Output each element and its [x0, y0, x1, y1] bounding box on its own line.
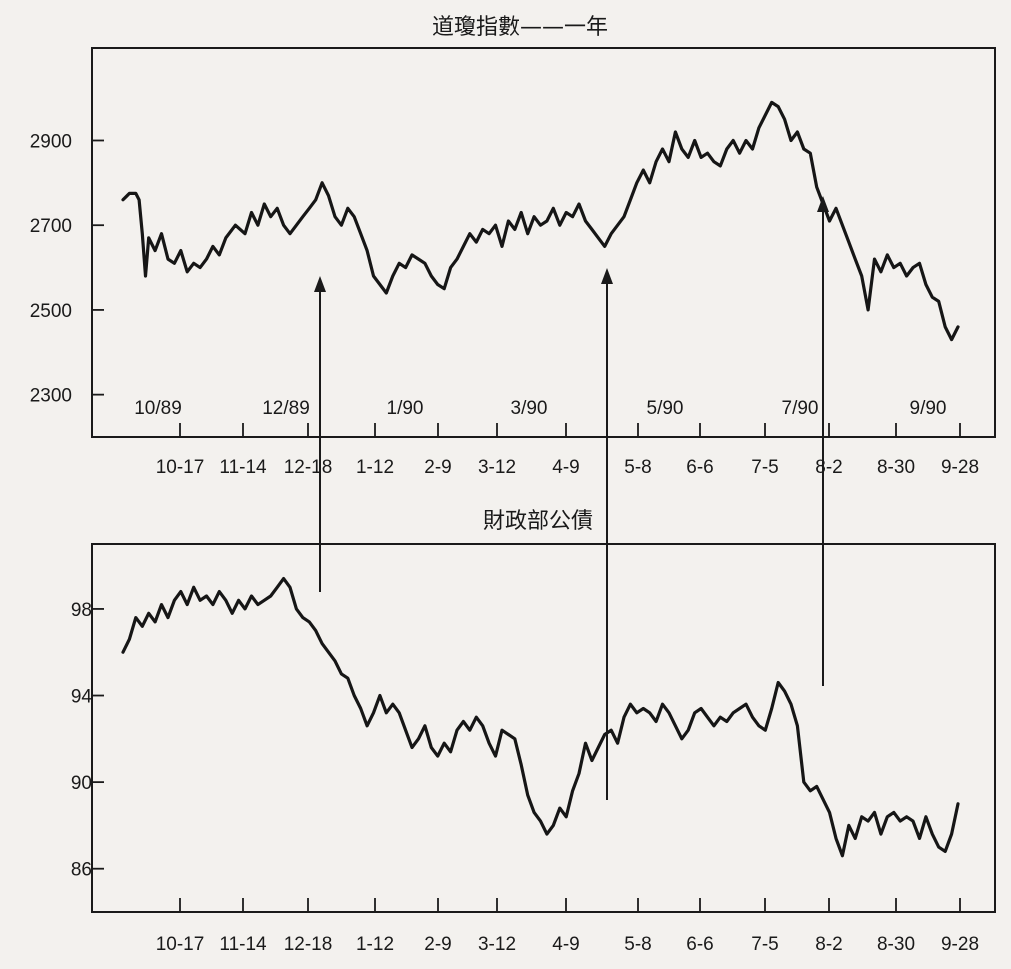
x-tick-label: 4-9 [552, 457, 579, 478]
x-tick-label: 2-9 [424, 457, 451, 478]
x-tick-label: 4-9 [552, 934, 579, 955]
plot-frame [91, 47, 996, 438]
x-tick-label: 10-17 [156, 934, 205, 955]
month-label: 5/90 [647, 398, 684, 419]
x-tick-label: 2-9 [424, 934, 451, 955]
arrow-head [601, 268, 613, 284]
x-tick-label: 3-12 [478, 457, 516, 478]
y-tick-label: 2300 [30, 386, 72, 407]
top-chart-title: 道瓊指數——一年 [432, 15, 608, 40]
series-line [121, 576, 960, 858]
treasury-bonds-chart: 86 90 94 98 10-17 11-14 12-18 1-12 2-9 3-12 4-9 5-8… [71, 543, 996, 955]
x-tick-label: 5-8 [624, 934, 651, 955]
y-tick-label: 86 [71, 860, 92, 881]
x-tick-label: 8-2 [815, 457, 842, 478]
month-label: 10/89 [134, 398, 182, 419]
x-tick-label: 9-28 [941, 457, 979, 478]
x-tick-label: 6-6 [686, 457, 713, 478]
x-tick-label: 5-8 [624, 457, 651, 478]
x-tick-label: 12-18 [284, 457, 333, 478]
y-tick-label: 98 [71, 600, 92, 621]
x-tick-label: 6-6 [686, 934, 713, 955]
month-label: 3/90 [511, 398, 548, 419]
month-label: 1/90 [387, 398, 424, 419]
month-label: 9/90 [910, 398, 947, 419]
dow-jones-chart: 2300 2500 2700 2900 10-17 11-14 12-18 1-12 2-9 3-… [30, 47, 996, 478]
x-tick-label: 12-18 [284, 934, 333, 955]
y-tick-label: 2900 [30, 131, 72, 152]
x-tick-label: 8-30 [877, 934, 915, 955]
y-tick-label: 2700 [30, 216, 72, 237]
x-tick-label: 7-5 [751, 457, 778, 478]
y-tick-label: 94 [71, 687, 93, 708]
arrow-head [314, 276, 326, 292]
arrow-head [817, 196, 829, 212]
x-tick-label: 11-14 [219, 457, 267, 478]
series-line [121, 100, 960, 342]
x-tick-label: 7-5 [751, 934, 778, 955]
plot-frame [91, 543, 996, 913]
x-tick-label: 8-2 [815, 934, 842, 955]
x-tick-label: 8-30 [877, 457, 915, 478]
bottom-chart-title: 財政部公債 [483, 509, 593, 534]
y-tick-label: 2500 [30, 301, 72, 322]
x-tick-label: 3-12 [478, 934, 516, 955]
month-label: 7/90 [782, 398, 819, 419]
x-tick-label: 11-14 [219, 934, 267, 955]
y-tick-label: 90 [71, 773, 92, 794]
divergence-arrows [314, 196, 829, 800]
x-tick-label: 10-17 [156, 457, 205, 478]
x-tick-label: 1-12 [356, 457, 394, 478]
x-tick-label: 1-12 [356, 934, 394, 955]
month-label: 12/89 [262, 398, 310, 419]
x-tick-label: 9-28 [941, 934, 979, 955]
